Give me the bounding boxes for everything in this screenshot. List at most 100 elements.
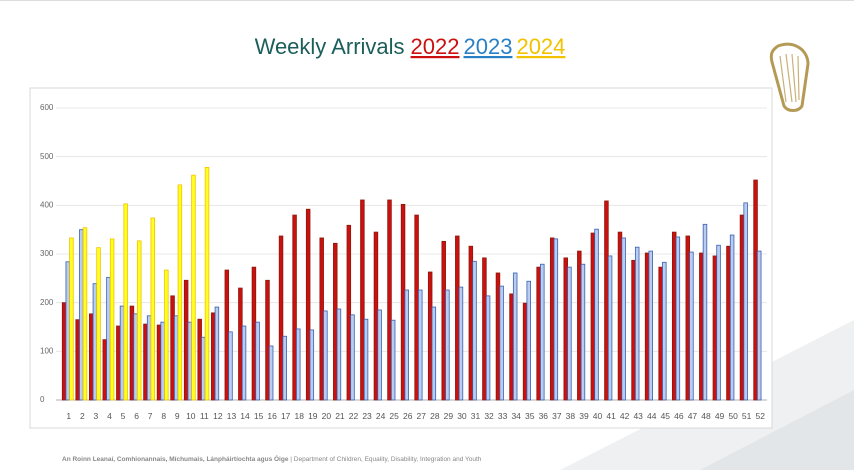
bar xyxy=(499,285,504,401)
bar xyxy=(540,263,545,401)
footer-english: | Department of Children, Equality, Disa… xyxy=(288,456,481,463)
bar xyxy=(133,313,138,401)
x-tick-label: 17 xyxy=(281,411,291,421)
bar xyxy=(390,319,396,401)
bar xyxy=(109,238,115,401)
bar xyxy=(241,325,247,401)
bar xyxy=(65,261,71,401)
x-tick-label: 46 xyxy=(674,411,684,421)
bar xyxy=(123,203,128,401)
x-tick-label: 25 xyxy=(389,411,399,421)
x-tick-label: 6 xyxy=(134,411,139,421)
bar xyxy=(278,235,284,401)
x-tick-label: 43 xyxy=(633,411,643,421)
x-tick-label: 37 xyxy=(552,411,562,421)
bar xyxy=(360,199,365,401)
x-tick-label: 1 xyxy=(66,411,71,421)
bar xyxy=(644,252,650,401)
bar xyxy=(702,223,708,401)
bar xyxy=(536,266,541,401)
bar xyxy=(662,261,667,401)
bar xyxy=(671,231,677,401)
bar xyxy=(607,255,613,401)
bar xyxy=(563,257,568,401)
bar xyxy=(282,335,287,401)
bar xyxy=(191,174,196,401)
x-tick-label: 49 xyxy=(715,411,725,421)
bar xyxy=(634,246,640,401)
harp-logo xyxy=(769,42,810,112)
chart-title: Weekly Arrivals 2022 2023 2024 xyxy=(255,34,566,59)
legend-entry: 2022 xyxy=(411,34,460,59)
bar xyxy=(69,237,74,401)
bar xyxy=(106,276,111,401)
bar xyxy=(146,315,152,401)
bar xyxy=(119,305,125,401)
y-tick-label: 400 xyxy=(40,200,54,209)
bar xyxy=(224,269,230,401)
bar xyxy=(472,260,477,401)
y-tick-label: 200 xyxy=(40,298,54,307)
bar xyxy=(712,255,718,401)
x-tick-label: 11 xyxy=(200,411,209,421)
footer-irish: An Roinn Leanaí, Comhionannais, Míchumai… xyxy=(62,454,289,463)
x-tick-label: 5 xyxy=(121,411,126,421)
bar xyxy=(251,266,257,401)
x-tick-label: 21 xyxy=(335,411,345,421)
x-tick-label: 48 xyxy=(701,411,711,421)
bar xyxy=(495,272,501,401)
bar xyxy=(183,279,189,401)
bar xyxy=(292,214,297,401)
x-tick-label: 28 xyxy=(430,411,440,421)
bar xyxy=(164,269,169,401)
bar xyxy=(468,245,474,401)
x-tick-label: 10 xyxy=(186,411,196,421)
bar xyxy=(136,240,142,401)
bar xyxy=(373,231,379,401)
bar xyxy=(729,234,735,401)
x-tick-label: 38 xyxy=(566,411,576,421)
bar xyxy=(621,237,626,401)
bar xyxy=(92,283,98,401)
bar xyxy=(174,315,179,401)
bar xyxy=(567,266,572,401)
bar xyxy=(743,202,748,401)
bar xyxy=(204,166,210,401)
bar xyxy=(675,236,681,401)
bar xyxy=(170,295,175,401)
y-tick-label: 500 xyxy=(40,152,54,161)
x-tick-label: 50 xyxy=(728,411,738,421)
x-tick-label: 13 xyxy=(227,411,237,421)
x-tick-label: 40 xyxy=(593,411,603,421)
y-tick-label: 300 xyxy=(40,249,54,258)
bar xyxy=(441,240,446,401)
y-tick-label: 600 xyxy=(40,103,54,112)
bar xyxy=(553,238,559,401)
x-tick-label: 29 xyxy=(444,411,454,421)
bar xyxy=(427,271,433,401)
bar xyxy=(323,310,328,401)
bar xyxy=(333,242,338,401)
x-tick-label: 31 xyxy=(471,411,481,421)
bar xyxy=(658,266,663,401)
bar xyxy=(526,280,531,401)
x-tick-label: 18 xyxy=(295,411,305,421)
bar xyxy=(549,237,555,401)
bar xyxy=(400,203,406,401)
bar xyxy=(580,263,586,401)
y-tick-label: 100 xyxy=(40,346,54,355)
bar xyxy=(458,286,464,401)
bar xyxy=(414,214,419,401)
x-tick-label: 32 xyxy=(484,411,494,421)
bar xyxy=(268,345,274,401)
bar xyxy=(756,250,762,401)
x-tick-label: 47 xyxy=(688,411,698,421)
x-tick-label: 30 xyxy=(457,411,467,421)
bar xyxy=(716,244,721,401)
bar xyxy=(296,328,301,401)
bar xyxy=(512,272,518,401)
bar xyxy=(753,179,758,401)
bar xyxy=(482,257,487,401)
bar xyxy=(377,309,382,401)
